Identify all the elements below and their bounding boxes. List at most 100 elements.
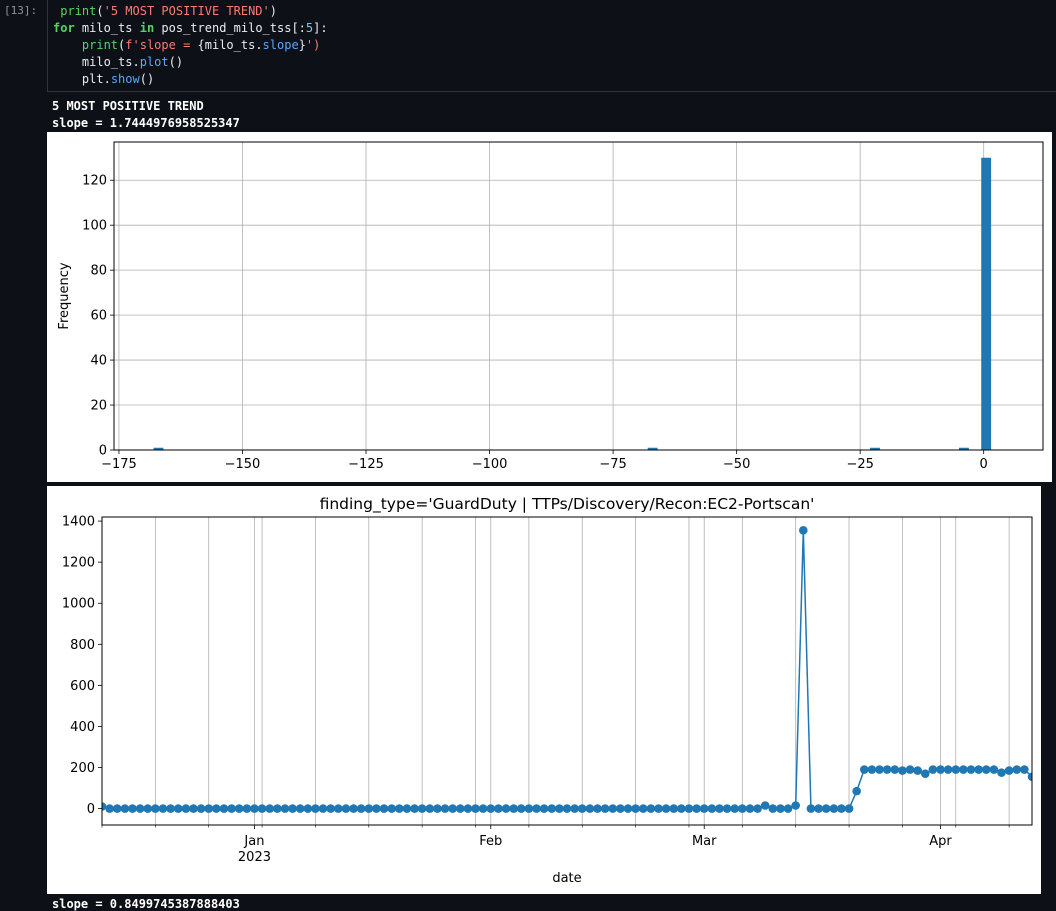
- data-point: [875, 765, 884, 774]
- data-point: [516, 804, 526, 813]
- code-editor[interactable]: print('5 MOST POSITIVE TREND') for milo_…: [53, 4, 328, 86]
- data-point: [966, 765, 976, 774]
- x-tick-label: −25: [846, 457, 873, 472]
- x-axis-label: date: [552, 871, 581, 886]
- data-point: [509, 804, 518, 813]
- data-point: [867, 765, 877, 774]
- timeseries-figure: Jan 2023 Feb Mar Apr 0 200 400 600 800 1000 1200 140…: [47, 486, 1041, 894]
- data-point: [250, 804, 259, 813]
- data-point: [151, 804, 160, 813]
- data-point: [448, 804, 457, 813]
- x-tick-label: Mar: [692, 834, 717, 849]
- data-point: [524, 804, 534, 813]
- execution-count: [13]:: [4, 4, 38, 17]
- output-slope-1: slope = 1.7444976958525347: [52, 116, 240, 130]
- x-tick-label: −75: [599, 457, 626, 472]
- data-point: [280, 804, 290, 813]
- data-point: [1020, 765, 1029, 774]
- y-tick-label: 80: [90, 264, 107, 279]
- data-point: [745, 804, 755, 813]
- data-point: [364, 804, 374, 813]
- data-point: [799, 526, 808, 535]
- data-point: [204, 804, 214, 813]
- x-tick-label: Feb: [479, 834, 502, 849]
- data-point: [234, 804, 244, 813]
- data-point: [463, 804, 473, 813]
- data-point: [181, 804, 191, 813]
- data-point: [661, 804, 671, 813]
- data-point: [265, 804, 275, 813]
- data-point: [722, 804, 732, 813]
- data-point: [593, 804, 602, 813]
- histogram-chart: −175 −150 −125 −100 −75 −50 −25 0 0 20 40 60 80 100 12…: [57, 141, 1044, 472]
- data-point: [417, 804, 427, 813]
- data-point: [776, 804, 785, 813]
- data-point: [166, 804, 175, 813]
- data-point: [196, 804, 206, 813]
- data-point: [494, 804, 503, 813]
- data-point: [143, 804, 153, 813]
- data-point: [326, 804, 335, 813]
- data-point: [379, 804, 389, 813]
- data-point: [951, 765, 961, 774]
- y-tick-label: 200: [70, 761, 95, 776]
- data-point: [753, 804, 762, 813]
- data-point: [814, 804, 823, 813]
- histogram-bar: [958, 447, 969, 450]
- data-point: [898, 766, 907, 775]
- data-point: [943, 765, 953, 774]
- data-point: [692, 804, 701, 813]
- data-point: [311, 804, 320, 813]
- series-group: [102, 526, 1032, 813]
- data-point: [173, 804, 183, 813]
- data-point: [913, 766, 922, 775]
- data-point: [486, 804, 496, 813]
- data-point: [318, 804, 328, 813]
- data-point: [783, 804, 793, 813]
- y-tick-label: 20: [90, 399, 107, 414]
- data-point: [768, 804, 778, 813]
- data-point: [920, 769, 930, 778]
- y-tick-label: 120: [82, 174, 107, 189]
- data-point: [478, 804, 488, 813]
- data-point: [882, 765, 892, 774]
- histogram-bar: [981, 157, 992, 450]
- y-axis-label: Frequency: [57, 262, 72, 329]
- data-point: [577, 804, 587, 813]
- code-cell[interactable]: print('5 MOST POSITIVE TREND') for milo_…: [47, 0, 1056, 92]
- data-point: [539, 804, 549, 813]
- data-point: [102, 802, 107, 811]
- data-point: [295, 804, 305, 813]
- data-point: [806, 804, 816, 813]
- x-tick-label: −175: [101, 457, 137, 472]
- data-point: [1004, 766, 1014, 775]
- data-point: [273, 804, 282, 813]
- y-tick-label: 60: [90, 309, 107, 324]
- data-point: [394, 804, 404, 813]
- y-tick-label: 0: [99, 444, 107, 459]
- y-tick-label: 1000: [62, 597, 95, 612]
- data-point: [471, 804, 480, 813]
- data-point: [936, 765, 945, 774]
- data-point: [455, 804, 465, 813]
- data-point: [372, 804, 381, 813]
- data-point: [1027, 772, 1032, 782]
- data-point: [555, 804, 564, 813]
- data-point: [112, 804, 122, 813]
- data-point: [532, 804, 541, 813]
- data-point: [387, 804, 396, 813]
- x-tick-label: −100: [472, 457, 508, 472]
- data-point: [1012, 765, 1022, 774]
- x-tick-label: −50: [723, 457, 750, 472]
- x-tick-label: Apr: [929, 834, 952, 849]
- data-point: [631, 804, 640, 813]
- data-point: [585, 804, 595, 813]
- data-point: [699, 804, 709, 813]
- data-point: [989, 765, 999, 774]
- data-point: [288, 804, 297, 813]
- y-tick-label: 40: [90, 354, 107, 369]
- x-tick-label: Jan: [243, 834, 264, 849]
- data-point: [158, 804, 168, 813]
- data-point: [616, 804, 625, 813]
